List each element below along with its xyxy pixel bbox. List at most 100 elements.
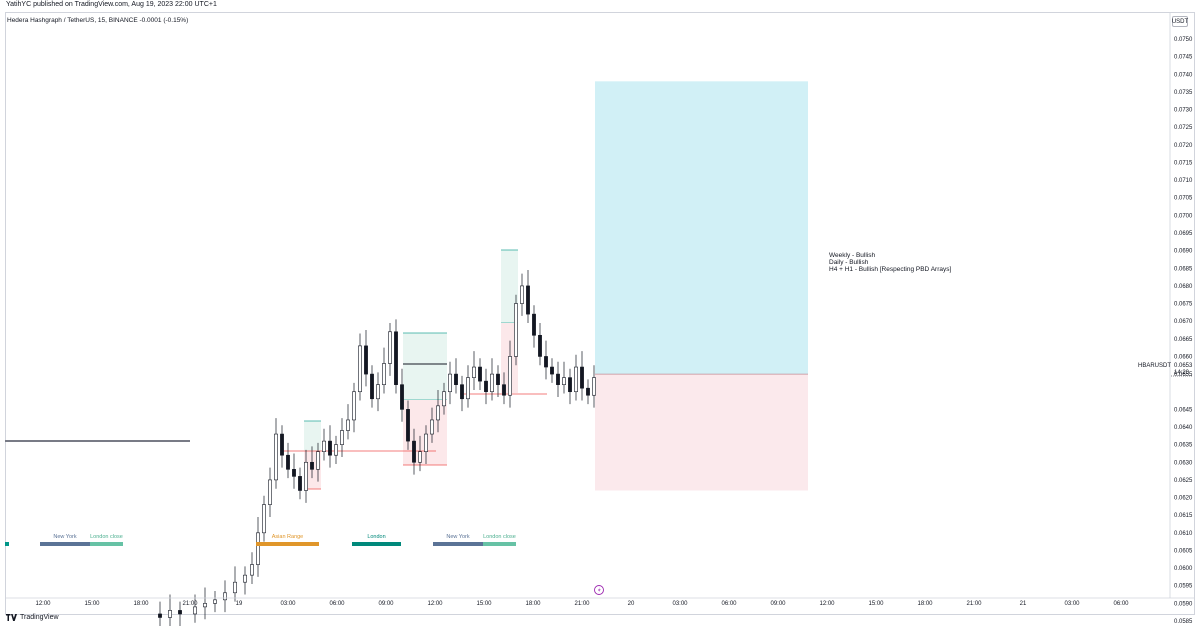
candle[interactable] [334, 435, 338, 465]
candle[interactable] [520, 273, 524, 316]
candle[interactable] [158, 601, 162, 626]
countdown-label: 14:20 [1174, 370, 1190, 376]
candle[interactable] [322, 428, 326, 461]
session-bar [352, 542, 401, 546]
candle[interactable] [466, 365, 470, 408]
price-tick-label: 0.0745 [1174, 55, 1193, 61]
candle[interactable] [484, 368, 488, 405]
session-bar [433, 542, 483, 546]
candle[interactable] [538, 322, 542, 366]
candle[interactable] [340, 418, 344, 457]
candlestick-series[interactable] [158, 270, 596, 626]
time-tick-label: 18:00 [133, 601, 149, 607]
symbol-legend[interactable]: Hedera Hashgraph / TetherUS, 15, BINANCE… [7, 17, 189, 24]
price-tick-label: 0.0640 [1174, 425, 1193, 431]
candle[interactable] [586, 379, 590, 405]
candle[interactable] [243, 566, 247, 595]
candle[interactable] [400, 368, 404, 422]
lightning-event-icon[interactable] [594, 585, 604, 595]
candle[interactable] [442, 382, 446, 415]
price-tick-label: 0.0600 [1174, 566, 1193, 572]
time-axis[interactable]: 12:00 15:00 18:00 21:00 19 03:00 06:00 09:00 12:… [5, 597, 1195, 607]
candle[interactable] [256, 516, 260, 577]
candle[interactable] [262, 495, 266, 542]
price-tick-label: 0.0670 [1174, 319, 1193, 325]
candle[interactable] [310, 446, 314, 479]
candle[interactable] [304, 449, 308, 503]
candle[interactable] [178, 601, 182, 626]
price-tick-label: 0.0730 [1174, 108, 1193, 114]
candle[interactable] [472, 351, 476, 390]
candle[interactable] [412, 428, 416, 475]
candle[interactable] [556, 361, 560, 398]
current-price-label: 0.0653 [1174, 363, 1193, 369]
time-tick-label: 21 [1020, 601, 1027, 607]
position-profit-zone[interactable] [595, 81, 808, 375]
price-tick-label: 0.0620 [1174, 496, 1193, 502]
candle[interactable] [286, 442, 290, 479]
candle[interactable] [514, 294, 518, 366]
candle[interactable] [526, 270, 530, 323]
footer-brand[interactable]: TradingView [6, 614, 59, 621]
candle[interactable] [448, 361, 452, 405]
candle[interactable] [364, 330, 368, 387]
candle[interactable] [352, 382, 356, 433]
candle[interactable] [328, 425, 332, 468]
session-label: New York [446, 534, 469, 540]
candle[interactable] [562, 361, 566, 394]
candle[interactable] [502, 372, 506, 405]
candle[interactable] [203, 587, 207, 620]
time-tick-label: 03:00 [1064, 601, 1080, 607]
candle[interactable] [490, 358, 494, 401]
candle[interactable] [406, 400, 410, 450]
candle[interactable] [274, 418, 278, 489]
candle[interactable] [233, 566, 237, 602]
candle[interactable] [223, 580, 227, 613]
candle[interactable] [508, 340, 512, 408]
candle[interactable] [436, 389, 440, 433]
candle[interactable] [532, 305, 536, 348]
time-tick-label: 09:00 [378, 601, 394, 607]
candle[interactable] [382, 347, 386, 394]
candle[interactable] [592, 365, 596, 408]
candle[interactable] [370, 365, 374, 408]
time-tick-label: 12:00 [427, 601, 443, 607]
candle[interactable] [424, 425, 428, 465]
candle[interactable] [193, 594, 197, 623]
annotation-text[interactable]: Weekly - Bullish Daily - Bullish H4 + H1… [829, 252, 951, 273]
candle[interactable] [496, 365, 500, 398]
candle[interactable] [376, 372, 380, 412]
candle[interactable] [316, 442, 320, 482]
price-tick-label: 0.0750 [1174, 37, 1193, 43]
price-tick-label: 0.0590 [1174, 601, 1193, 607]
price-scale[interactable]: 0.0750 0.0745 0.0740 0.0735 0.0730 0.0725 0.07… [1138, 12, 1193, 625]
candle[interactable] [292, 453, 296, 489]
candle[interactable] [268, 467, 272, 517]
candle[interactable] [460, 375, 464, 412]
position-loss-zone[interactable] [595, 374, 808, 491]
currency-button[interactable]: USDT [1172, 16, 1188, 27]
long-position-tool[interactable] [595, 81, 808, 491]
candle[interactable] [250, 552, 254, 584]
candle[interactable] [574, 354, 578, 401]
time-tick-label: 18:00 [525, 601, 541, 607]
candle[interactable] [454, 358, 458, 394]
candle[interactable] [346, 404, 350, 440]
price-tick-label: 0.0645 [1174, 407, 1193, 413]
candle[interactable] [544, 340, 548, 380]
candle[interactable] [280, 425, 284, 468]
candle[interactable] [358, 333, 362, 401]
candle[interactable] [430, 407, 434, 443]
candle[interactable] [568, 368, 572, 405]
candle[interactable] [298, 467, 302, 500]
candle[interactable] [550, 358, 554, 383]
candle[interactable] [418, 435, 422, 472]
candle[interactable] [394, 319, 398, 394]
candle[interactable] [213, 591, 217, 613]
chart-frame[interactable] [5, 12, 1195, 615]
candle[interactable] [168, 594, 172, 626]
candle[interactable] [478, 358, 482, 390]
candle[interactable] [388, 322, 392, 376]
candle[interactable] [580, 351, 584, 401]
